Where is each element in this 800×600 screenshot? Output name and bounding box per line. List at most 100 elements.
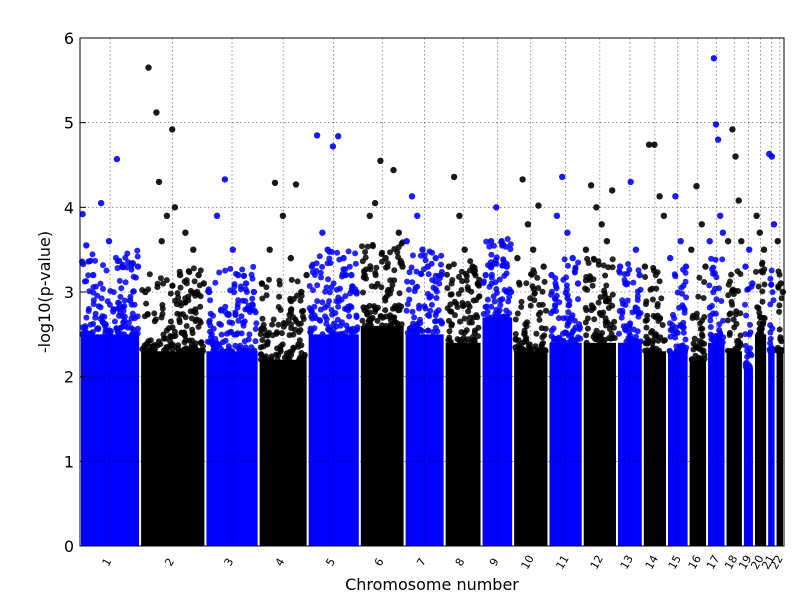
data-point — [636, 271, 643, 279]
data-point — [90, 320, 97, 327]
data-point — [345, 248, 352, 255]
data-point — [245, 336, 252, 343]
chromosome-20-dense-band — [754, 334, 767, 546]
data-point — [266, 276, 272, 283]
data-point — [717, 212, 724, 219]
data-point — [512, 331, 519, 337]
data-point — [263, 292, 270, 299]
data-point — [585, 260, 592, 266]
data-point — [552, 303, 559, 310]
data-point — [207, 297, 214, 304]
data-point — [284, 353, 291, 359]
data-point — [364, 311, 371, 318]
data-point — [491, 242, 497, 249]
data-point — [352, 250, 359, 257]
data-point — [260, 343, 267, 350]
data-point — [134, 247, 141, 254]
data-point — [308, 307, 315, 314]
data-point — [706, 282, 713, 289]
data-point — [100, 262, 106, 269]
data-point — [334, 249, 341, 256]
chromosome-18-points — [724, 126, 745, 546]
data-point — [461, 338, 468, 345]
data-point — [604, 319, 611, 326]
data-point — [553, 283, 559, 290]
x-tick-label: 20 — [748, 553, 766, 572]
data-point — [469, 263, 476, 270]
data-point — [372, 269, 379, 276]
data-point — [493, 286, 500, 292]
data-point — [667, 320, 673, 327]
data-point — [211, 346, 218, 353]
chromosome-19-dense-band — [743, 368, 753, 546]
data-point — [643, 324, 650, 331]
data-point — [505, 298, 512, 305]
data-point — [391, 267, 398, 274]
x-tick-label: 5 — [323, 556, 338, 569]
data-point — [629, 309, 636, 316]
data-point — [480, 278, 487, 285]
data-point — [437, 271, 445, 279]
data-point — [144, 311, 151, 317]
data-point — [182, 314, 189, 321]
data-point — [447, 291, 454, 298]
data-point — [159, 302, 166, 308]
data-point — [707, 324, 714, 330]
data-point — [660, 212, 668, 219]
data-point — [276, 293, 283, 300]
y-axis-label: -log10(p-value) — [35, 231, 54, 353]
data-point — [121, 297, 128, 304]
chromosome-20-points — [753, 212, 768, 546]
data-point — [300, 316, 307, 322]
data-point — [347, 290, 354, 297]
data-point — [224, 348, 231, 354]
data-point — [222, 337, 229, 344]
data-point — [121, 317, 128, 324]
data-point — [458, 268, 465, 275]
data-point — [113, 155, 121, 163]
data-point — [591, 256, 598, 263]
data-point — [548, 271, 555, 279]
chromosome-21-points — [766, 150, 778, 546]
data-point — [250, 288, 258, 296]
data-point — [163, 277, 170, 284]
data-point — [361, 271, 368, 279]
data-point — [279, 212, 287, 219]
data-point — [454, 336, 461, 343]
data-point — [488, 280, 495, 287]
data-point — [107, 329, 114, 336]
data-point — [496, 276, 503, 283]
data-point — [535, 311, 542, 318]
data-point — [674, 289, 681, 296]
data-point — [667, 254, 674, 262]
data-point — [450, 173, 458, 181]
data-point — [656, 193, 663, 200]
data-point — [390, 166, 397, 174]
data-point — [677, 323, 684, 329]
data-point — [116, 312, 122, 319]
data-point — [314, 282, 321, 289]
data-point — [575, 259, 582, 266]
data-point — [666, 348, 673, 354]
data-point — [398, 240, 405, 247]
y-tick-label: 3 — [64, 283, 74, 302]
data-point — [758, 324, 764, 331]
data-point — [648, 329, 654, 336]
data-point — [444, 285, 451, 292]
data-point — [459, 278, 466, 285]
data-point — [294, 278, 301, 285]
chromosome-12-dense-band — [583, 342, 616, 546]
data-point — [371, 199, 379, 207]
data-point — [460, 302, 467, 309]
data-point — [367, 266, 374, 273]
data-point — [124, 250, 131, 257]
data-point — [92, 310, 99, 317]
data-point — [444, 271, 450, 278]
data-point — [630, 279, 637, 286]
data-point — [258, 280, 265, 287]
data-point — [530, 246, 537, 253]
data-point — [438, 261, 444, 268]
data-point — [506, 293, 513, 300]
data-point — [82, 325, 89, 332]
data-point — [680, 329, 687, 336]
